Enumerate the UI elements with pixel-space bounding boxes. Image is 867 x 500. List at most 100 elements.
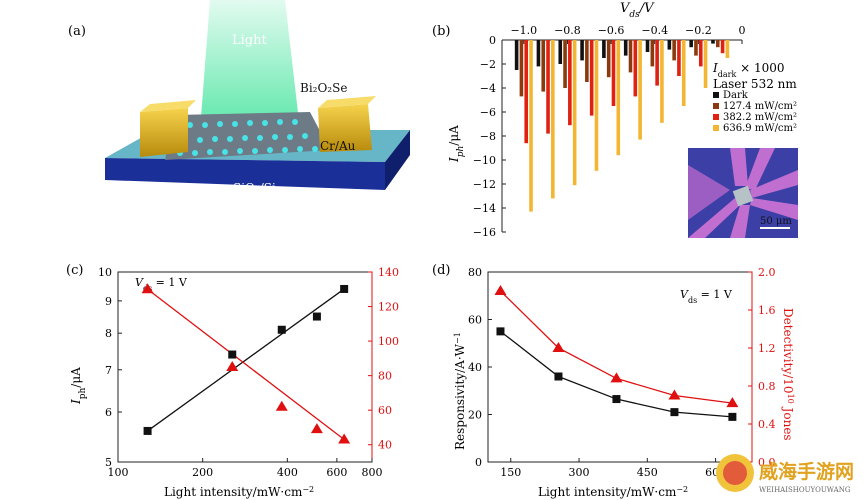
- b-xtick-label: 0: [739, 24, 746, 37]
- b-bar: [519, 40, 524, 97]
- svg-text:Vds = 1 V: Vds = 1 V: [135, 276, 188, 293]
- svg-text:Iph/μA: Iph/μA: [69, 367, 88, 405]
- panel-d-tag: (d): [432, 263, 450, 278]
- c-y2tick-label: 80: [378, 370, 392, 383]
- b-bar: [524, 40, 529, 144]
- substrate-side: [385, 130, 410, 190]
- b-ytick-label: 0: [489, 34, 496, 47]
- b-bar: [606, 40, 611, 78]
- b-legend-label: 636.9 mW/cm²: [723, 123, 797, 134]
- b-bar: [650, 40, 655, 67]
- device-micrograph-inset: 50 μm: [688, 148, 798, 238]
- d-y2tick-label: 0.4: [758, 418, 776, 431]
- c-ytick-label: 10: [98, 266, 112, 279]
- b-legend-swatch: [713, 103, 719, 109]
- c-gain-point: [338, 433, 351, 444]
- b-bar: [633, 40, 638, 97]
- c-ytick-label: 7: [105, 364, 112, 377]
- d-responsivity-point: [496, 327, 505, 336]
- b-bar: [623, 40, 628, 56]
- d-detectivity-line: [500, 290, 733, 404]
- d-y2tick-label: 2.0: [758, 266, 776, 279]
- d-detectivity-point: [726, 397, 739, 408]
- panel-c-chart: (c) Iph/μA Gain Light intensity/mW·cm−2 …: [66, 263, 399, 500]
- left-electrode: [140, 108, 188, 157]
- svg-text:Idark × 1000: Idark × 1000: [712, 61, 785, 79]
- material-label: Bi₂O₂Se: [300, 81, 347, 95]
- b-ytick-label: −14: [473, 202, 496, 215]
- c-xlabel: Light intensity/mW·cm−2: [164, 485, 314, 500]
- b-bar: [694, 40, 698, 56]
- c-gain-point: [141, 283, 154, 294]
- d-xtick-label: 450: [637, 466, 658, 479]
- b-bar: [580, 40, 584, 61]
- d-detectivity-point: [552, 342, 565, 352]
- b-bar: [689, 40, 693, 48]
- electrode-label: Cr/Au: [320, 139, 356, 153]
- b-bar: [660, 40, 664, 123]
- d-xlabel: Light intensity/mW·cm−2: [538, 485, 688, 500]
- d-y2tick-label: 1.6: [758, 304, 776, 317]
- c-xtick-label: 800: [362, 466, 383, 479]
- d-responsivity-point: [670, 408, 679, 417]
- b-bar: [655, 40, 659, 86]
- c-iph-fit-line: [147, 288, 345, 432]
- light-beam: [200, 0, 300, 130]
- b-bar: [638, 40, 642, 140]
- d-y2tick-label: 0.0: [758, 456, 776, 469]
- light-label: Light: [232, 33, 267, 48]
- d-y2tick-label: 0.8: [758, 380, 776, 393]
- b-bar: [585, 40, 589, 82]
- c-iph-point: [340, 284, 349, 293]
- b-legend-swatch: [713, 114, 719, 120]
- watermark-cn: 威海手游网: [759, 460, 854, 483]
- b-bar: [645, 40, 650, 52]
- b-bar: [572, 40, 577, 186]
- b-bar: [681, 40, 686, 106]
- b-bar: [568, 40, 572, 126]
- d-detectivity-point: [494, 285, 507, 295]
- c-ytick-label: 6: [105, 406, 112, 419]
- b-ytick-label: −8: [480, 130, 496, 143]
- svg-text:Vds = 1 V: Vds = 1 V: [680, 288, 733, 305]
- b-bar: [677, 40, 681, 76]
- svg-text:Iph/μA: Iph/μA: [447, 125, 466, 163]
- svg-text:Laser 532 nm: Laser 532 nm: [713, 77, 797, 91]
- b-bar: [715, 40, 720, 48]
- c-gain-fit-line: [147, 288, 345, 441]
- b-bar: [594, 40, 599, 171]
- b-bar: [725, 40, 730, 58]
- c-plot-area: 100 200 400 600 800 5 6 7 8 9 10 40 60 80 100 120 140: [98, 266, 399, 479]
- b-bar: [536, 40, 541, 67]
- c-annotation: Vds = 1 V: [135, 276, 188, 293]
- b-legend-label: 127.4 mW/cm²: [723, 101, 797, 112]
- b-bar: [698, 40, 703, 67]
- c-y2tick-label: 120: [378, 301, 399, 314]
- svg-text:Detectivity/1010 Jones: Detectivity/1010 Jones: [781, 308, 796, 441]
- c-xtick-label: 200: [192, 466, 213, 479]
- inset-scale-bar: 50 μm: [760, 216, 792, 227]
- d-responsivity-point: [728, 412, 737, 421]
- b-plot-area: 0 −2 −4 −6 −8 −10 −12 −14 −16 −1.0 −0.8 −0.6 −0.4 −0.…: [473, 24, 746, 239]
- atom-lattice: [177, 119, 318, 156]
- c-gain-point: [275, 400, 288, 411]
- c-y2tick-label: 60: [378, 404, 392, 417]
- c-ytick-label: 5: [105, 456, 112, 469]
- c-ylabel: Iph/μA: [69, 367, 88, 405]
- panel-d-chart: (d) Responsivity/A·W−1 Detectivity/1010 …: [432, 263, 796, 500]
- b-bar: [563, 40, 567, 88]
- c-iph-point: [228, 350, 237, 359]
- c-iph-point: [143, 426, 152, 435]
- c-xtick-label: 100: [108, 466, 129, 479]
- right-electrode: [318, 104, 372, 152]
- b-ytick-label: −6: [480, 106, 496, 119]
- b-bar: [529, 40, 533, 212]
- d-responsivity-point: [554, 372, 563, 381]
- b-ytick-label: −12: [473, 178, 496, 191]
- c-iph-point: [277, 325, 286, 334]
- b-xtick-label: −1.0: [510, 24, 537, 37]
- panel-b-tag: (b): [432, 24, 450, 39]
- b-bar: [541, 40, 546, 92]
- b-ylabel: Iph/μA: [447, 125, 466, 163]
- d-ytick-label: 60: [468, 314, 482, 327]
